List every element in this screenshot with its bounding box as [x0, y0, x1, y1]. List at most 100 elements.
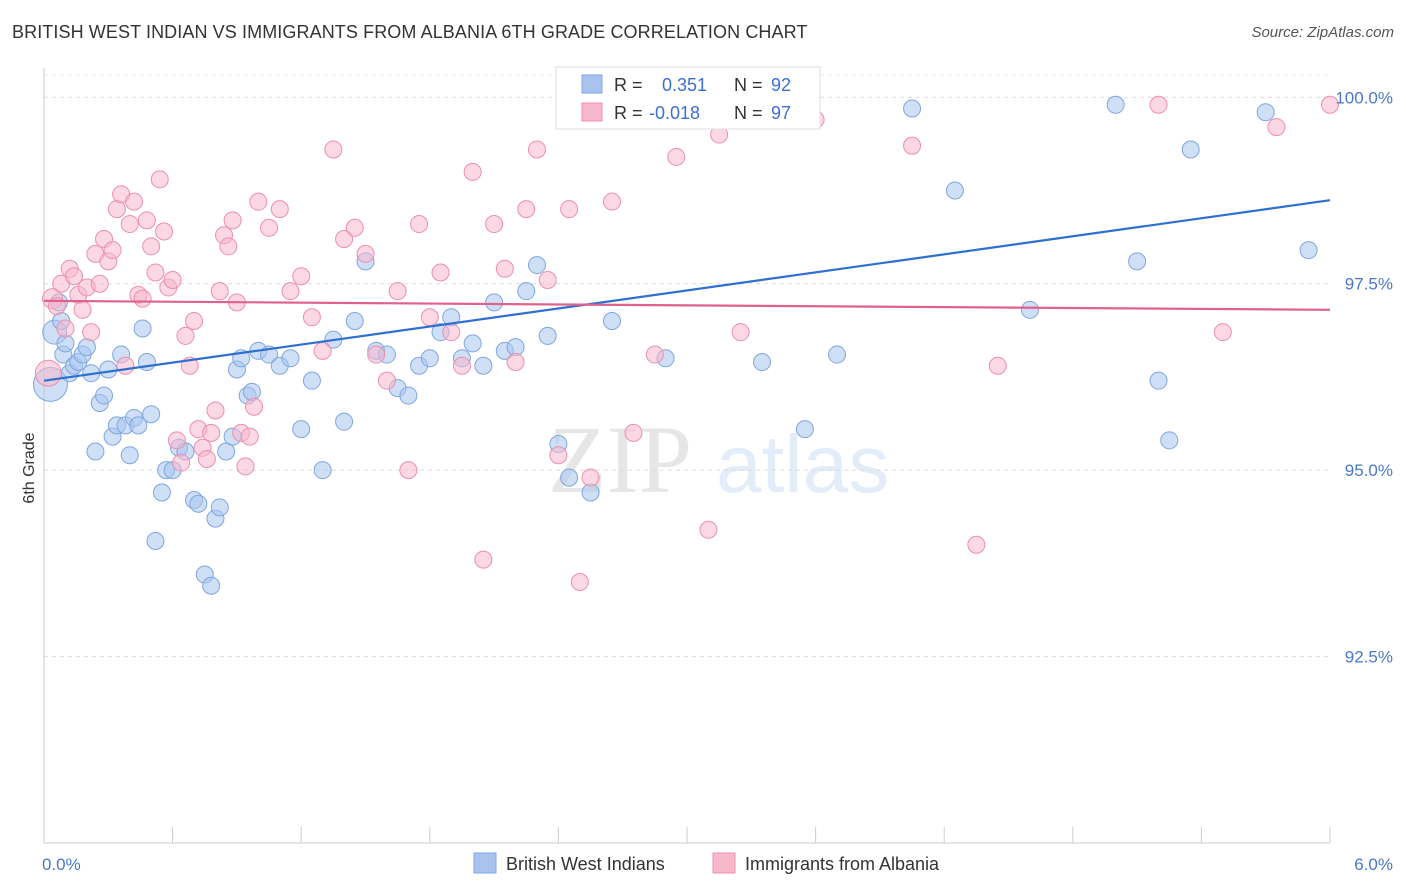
pink-point-16	[107, 200, 126, 219]
pink-point-30	[167, 431, 186, 450]
pink-point-32	[176, 326, 195, 345]
y-axis-title: 6th Grade	[21, 432, 38, 503]
pink-point-66	[431, 263, 450, 282]
y-tick-label-0: 92.5%	[1345, 648, 1393, 667]
pink-point-29	[163, 270, 182, 289]
pink-point-90	[903, 136, 922, 155]
pink-point-53	[292, 267, 311, 286]
blue-point-71	[538, 326, 557, 345]
pink-point-69	[463, 162, 482, 181]
pink-point-34	[185, 312, 204, 330]
blue-point-82	[1020, 300, 1039, 319]
blue-point-20	[120, 446, 139, 465]
blue-point-22	[129, 416, 148, 435]
trend-lines	[43, 199, 1331, 382]
watermark-zip: ZIP	[548, 406, 692, 513]
blue-point-48	[292, 420, 311, 439]
pink-point-85	[667, 147, 686, 166]
pink-point-47	[240, 427, 259, 446]
pink-point-86	[699, 520, 718, 539]
pink-point-22	[133, 289, 152, 308]
blue-point-43	[242, 382, 261, 401]
pink-point-70	[474, 550, 493, 569]
pink-point-59	[356, 244, 375, 263]
bottom-legend-label-pink: Immigrants from Albania	[745, 854, 940, 874]
chart-title: BRITISH WEST INDIAN VS IMMIGRANTS FROM A…	[12, 22, 808, 42]
blue-trend-line	[43, 199, 1331, 382]
blue-point-65	[474, 356, 493, 375]
blue-point-25	[142, 405, 161, 424]
pink-point-68	[452, 356, 471, 375]
blue-point-23	[133, 319, 152, 338]
axes	[43, 68, 1331, 844]
pink-point-67	[442, 323, 461, 342]
pink-point-96	[1321, 95, 1339, 114]
pink-point-60	[367, 345, 386, 364]
blue-point-81	[945, 181, 964, 200]
pink-point-50	[260, 218, 279, 237]
blue-point-84	[1128, 252, 1147, 271]
pink-point-25	[146, 263, 165, 282]
legend-n-value-2: 97	[771, 103, 791, 123]
pink-point-82	[602, 192, 621, 211]
pink-point-52	[281, 282, 300, 301]
blue-point-47	[281, 349, 300, 368]
bottom-legend-label-blue: British West Indians	[506, 854, 665, 874]
blue-point-73	[560, 468, 579, 487]
blue-point-66	[485, 293, 504, 312]
pink-point-39	[206, 401, 225, 420]
pink-point-55	[313, 341, 332, 360]
source-label: Source: ZipAtlas.com	[1251, 24, 1394, 41]
pink-point-62	[388, 282, 407, 301]
blue-point-35	[202, 576, 221, 595]
blue-point-64	[463, 334, 482, 353]
blue-point-49	[302, 371, 321, 390]
pink-point-4	[56, 319, 75, 338]
pink-point-15	[103, 241, 122, 260]
pink-point-42	[219, 237, 238, 256]
pink-point-18	[116, 356, 135, 375]
blue-point-69	[517, 282, 536, 301]
pink-point-80	[581, 468, 600, 487]
bottom-legend: British West Indians Immigrants from Alb…	[473, 852, 940, 874]
legend-r-value-1: 0.351	[662, 75, 707, 95]
blue-point-53	[345, 312, 364, 330]
blue-point-37	[210, 498, 229, 517]
pink-point-37	[197, 449, 216, 468]
pink-point-49	[249, 192, 268, 211]
pink-point-75	[527, 140, 546, 159]
pink-point-51	[270, 200, 289, 219]
blue-point-89	[1299, 241, 1318, 260]
blue-point-12	[86, 442, 105, 461]
pink-point-23	[137, 211, 156, 230]
pink-point-12	[90, 274, 109, 293]
blue-point-50	[313, 461, 332, 480]
pink-trend-line	[43, 299, 1331, 311]
blue-point-70	[527, 256, 546, 275]
y-tick-label-2: 97.5%	[1345, 275, 1393, 294]
pink-point-40	[210, 282, 229, 301]
blue-point-86	[1160, 431, 1179, 450]
blue-point-80	[903, 99, 922, 118]
blue-point-88	[1256, 103, 1275, 122]
pink-point-93	[1149, 95, 1168, 114]
pink-point-65	[420, 308, 439, 327]
pink-point-74	[517, 200, 536, 219]
pink-point-79	[570, 573, 589, 591]
pink-point-38	[202, 423, 221, 442]
series-immigrants-from-albania	[34, 95, 1339, 591]
pink-point-46	[236, 457, 255, 476]
pink-point-88	[731, 323, 750, 342]
pink-point-6	[65, 267, 84, 286]
blue-point-14	[95, 386, 114, 405]
blue-point-60	[420, 349, 439, 368]
y-tick-labels: 92.5% 95.0% 97.5% 100.0%	[1335, 88, 1393, 666]
blue-point-77	[753, 353, 772, 372]
blue-point-58	[399, 386, 418, 405]
pink-point-73	[506, 353, 525, 372]
legend-r-value-2: -0.018	[649, 103, 700, 123]
x-tick-labels: 0.0% 6.0%	[42, 855, 1393, 874]
pink-point-48	[245, 397, 264, 416]
pink-point-31	[172, 453, 191, 472]
blue-point-85	[1149, 371, 1168, 390]
